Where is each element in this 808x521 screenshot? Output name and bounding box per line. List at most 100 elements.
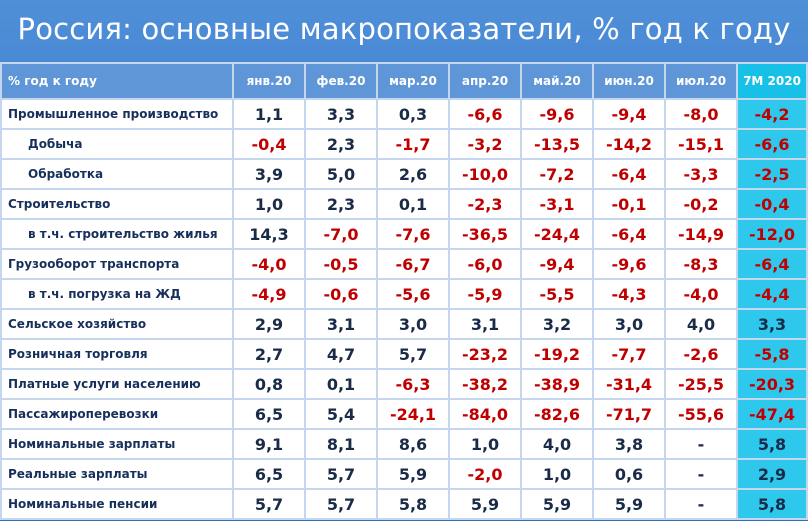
value-cell: 5,7 [376,338,450,370]
macro-indicators-table-wrap: % год к году янв.20 фев.20 мар.20 апр.20… [0,62,808,521]
value-cell: -4,9 [232,278,306,310]
value-cell: -24,4 [520,218,594,250]
value-cell: -5,5 [520,278,594,310]
value-cell: 5,9 [448,488,522,520]
value-cell: -8,3 [664,248,738,280]
value-cell: 3,9 [232,158,306,190]
table-row: Строительство 1,0 2,3 0,1 -2,3 -3,1 -0,1 -0,2 -0… [0,188,808,220]
total-cell: -4,2 [736,98,808,130]
value-cell: -9,6 [520,98,594,130]
value-cell: -23,2 [448,338,522,370]
total-cell: -0,4 [736,188,808,220]
value-cell: 3,3 [304,98,378,130]
table-row: Реальные зарплаты 6,5 5,7 5,9 -2,0 1,0 0,6-2,9 [0,458,808,490]
value-cell: 5,7 [304,458,378,490]
value-cell: -9,4 [592,98,666,130]
header-month: апр.20 [448,62,522,100]
value-cell: -19,2 [520,338,594,370]
value-cell: -7,0 [304,218,378,250]
total-cell: -47,4 [736,398,808,430]
value-cell: 5,9 [376,458,450,490]
value-cell: 1,0 [448,428,522,460]
header-month: фев.20 [304,62,378,100]
value-cell: -38,9 [520,368,594,400]
value-cell: -1,7 [376,128,450,160]
total-cell: -20,3 [736,368,808,400]
table-row: Сельское хозяйство 2,9 3,1 3,0 3,1 3,2 3,0 4,0 3… [0,308,808,340]
value-cell: 5,9 [592,488,666,520]
value-cell: -2,0 [448,458,522,490]
value-cell: -10,0 [448,158,522,190]
value-cell: -6,7 [376,248,450,280]
header-row: % год к году янв.20 фев.20 мар.20 апр.20… [0,62,808,100]
value-cell: -3,1 [520,188,594,220]
total-cell: -6,6 [736,128,808,160]
value-cell: -84,0 [448,398,522,430]
value-cell: -3,3 [664,158,738,190]
value-cell: -31,4 [592,368,666,400]
value-cell: -25,5 [664,368,738,400]
value-cell: -5,9 [448,278,522,310]
value-cell: 1,1 [232,98,306,130]
value-cell: -15,1 [664,128,738,160]
value-cell: -6,6 [448,98,522,130]
value-cell: 0,1 [376,188,450,220]
table-row: Номинальные зарплаты 9,1 8,1 8,6 1,0 4,0 3,8-5… [0,428,808,460]
row-label: в т.ч. строительство жилья [0,218,234,250]
header-month: май.20 [520,62,594,100]
value-cell: -36,5 [448,218,522,250]
value-cell: -0,1 [592,188,666,220]
value-cell: 0,1 [304,368,378,400]
value-cell: 3,0 [376,308,450,340]
page-title: Россия: основные макропоказатели, % год … [17,12,791,46]
value-cell: -5,6 [376,278,450,310]
value-cell: - [664,488,738,520]
value-cell: 3,1 [448,308,522,340]
total-cell: -4,4 [736,278,808,310]
value-cell: -0,2 [664,188,738,220]
value-cell: 0,8 [232,368,306,400]
table-row: Промышленное производство 1,1 3,3 0,3 -6,6 -9… [0,98,808,130]
row-label: Розничная торговля [0,338,234,370]
header-month: июл.20 [664,62,738,100]
value-cell: -3,2 [448,128,522,160]
macro-indicators-table: % год к году янв.20 фев.20 мар.20 апр.20… [0,62,808,520]
total-cell: 5,8 [736,488,808,520]
header-total: 7М 2020 [736,62,808,100]
value-cell: 3,0 [592,308,666,340]
value-cell: -6,3 [376,368,450,400]
row-label: Строительство [0,188,234,220]
table-row: Грузооборот транспорта -4,0 -0,5 -6,7 -6,0 -9… [0,248,808,280]
value-cell: 5,8 [376,488,450,520]
row-label: Номинальные пенсии [0,488,234,520]
row-label: Реальные зарплаты [0,458,234,490]
row-label: Обработка [0,158,234,190]
header-month: июн.20 [592,62,666,100]
total-cell: 5,8 [736,428,808,460]
row-label: Номинальные зарплаты [0,428,234,460]
value-cell: 2,9 [232,308,306,340]
value-cell: 6,5 [232,398,306,430]
value-cell: -14,9 [664,218,738,250]
value-cell: -0,6 [304,278,378,310]
value-cell: - [664,428,738,460]
value-cell: 1,0 [520,458,594,490]
total-cell: 3,3 [736,308,808,340]
table-row: Номинальные пенсии 5,7 5,7 5,8 5,9 5,9 5,9-5,8 [0,488,808,520]
value-cell: -0,5 [304,248,378,280]
row-label: Платные услуги населению [0,368,234,400]
value-cell: 1,0 [232,188,306,220]
value-cell: 6,5 [232,458,306,490]
value-cell: 5,9 [520,488,594,520]
value-cell: 8,1 [304,428,378,460]
table-row: в т.ч. строительство жилья 14,3 -7,0 -7,6 -3… [0,218,808,250]
value-cell: -55,6 [664,398,738,430]
value-cell: -6,0 [448,248,522,280]
row-label: Пассажироперевозки [0,398,234,430]
value-cell: -7,2 [520,158,594,190]
value-cell: -2,6 [664,338,738,370]
value-cell: -4,0 [232,248,306,280]
value-cell: -0,4 [232,128,306,160]
row-label: в т.ч. погрузка на ЖД [0,278,234,310]
table-row: в т.ч. погрузка на ЖД -4,9 -0,6 -5,6 -5,9 -5,… [0,278,808,310]
